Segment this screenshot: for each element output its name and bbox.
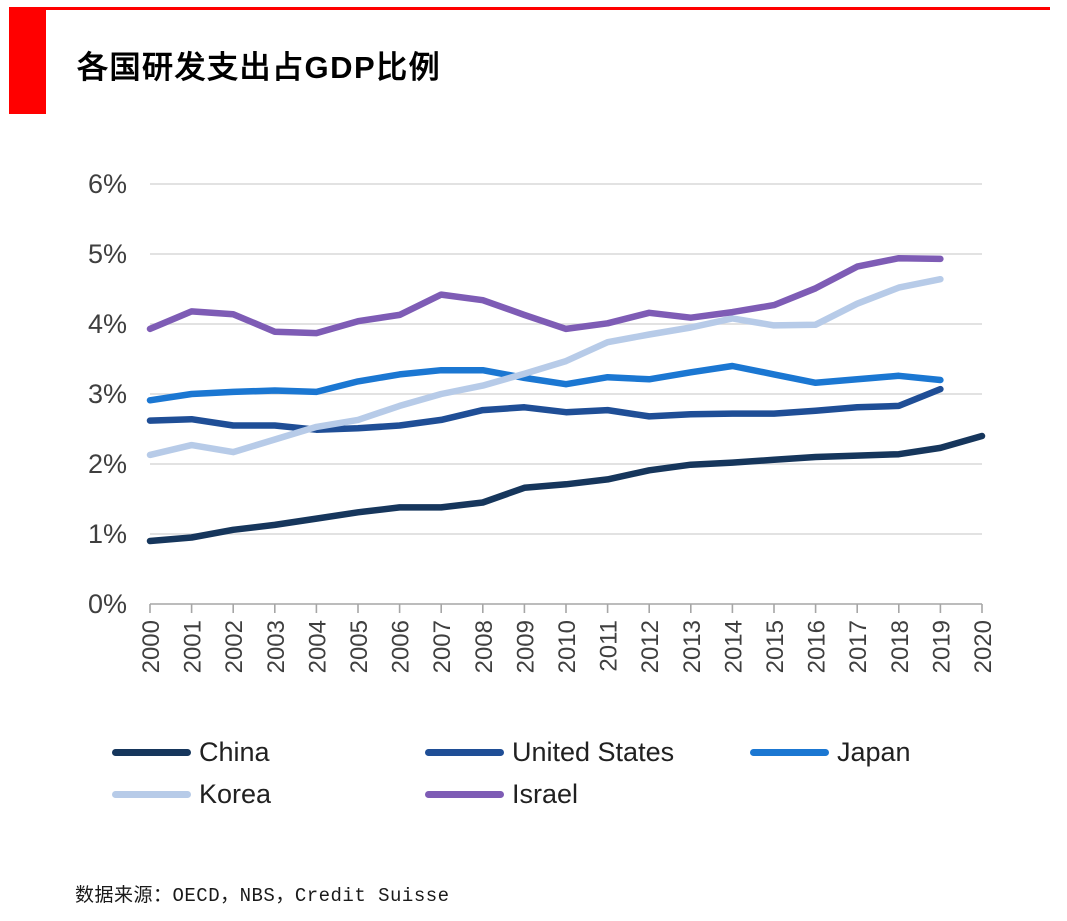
series-line-japan xyxy=(146,362,944,404)
y-tick-label: 6% xyxy=(88,169,127,199)
legend-label: China xyxy=(199,736,270,767)
x-tick-label: 2002 xyxy=(221,620,248,673)
legend-label: Israel xyxy=(512,778,579,809)
legend-swatch xyxy=(425,748,504,756)
x-tick-label: 2001 xyxy=(180,620,207,673)
legend-item-china: China xyxy=(112,736,270,768)
x-tick-label: 2012 xyxy=(637,620,664,673)
y-tick-label: 3% xyxy=(88,379,127,409)
chart-title: 各国研发支出占GDP比例 xyxy=(77,50,442,85)
x-tick-label: 2015 xyxy=(762,620,789,673)
x-tick-label: 2014 xyxy=(720,620,747,673)
y-tick-label: 5% xyxy=(88,239,127,269)
x-tick-label: 2011 xyxy=(596,620,623,672)
y-tick-label: 0% xyxy=(88,589,127,619)
rd-spending-line-chart: 0% 1% 2% 3% 4% 5% 6% 2000 2001 2002 2003 2004 2005 20… xyxy=(88,169,997,673)
legend-swatch xyxy=(112,748,191,756)
x-tick-label: 2005 xyxy=(346,620,373,673)
x-tick-label: 2004 xyxy=(304,620,331,673)
x-tick-label: 2016 xyxy=(804,620,831,673)
legend-item-japan: Japan xyxy=(750,736,911,768)
y-tick-label: 2% xyxy=(88,449,127,479)
data-source-note: 数据来源：OECD，NBS，Credit Suisse xyxy=(75,885,450,907)
x-tick-label: 2013 xyxy=(679,620,706,673)
legend-item-united-states: United States xyxy=(425,736,674,768)
x-tick-label: 2019 xyxy=(928,620,955,673)
legend-swatch xyxy=(750,748,829,756)
x-tick-label: 2008 xyxy=(471,620,498,673)
legend-item-israel: Israel xyxy=(425,778,578,810)
legend-label: United States xyxy=(512,736,675,767)
series-line-korea xyxy=(146,275,944,459)
x-tick-label: 2007 xyxy=(429,620,456,673)
x-tick-label: 2020 xyxy=(970,620,997,673)
legend-label: Japan xyxy=(837,736,911,767)
legend-label: Korea xyxy=(199,778,272,809)
y-tick-label: 1% xyxy=(88,519,127,549)
x-tick-label: 2018 xyxy=(887,620,914,673)
x-tick-label: 2009 xyxy=(512,620,539,673)
legend-item-korea: Korea xyxy=(112,778,271,810)
x-tick-label: 2017 xyxy=(845,620,872,673)
series-line-israel xyxy=(146,254,944,337)
x-tick-label: 2006 xyxy=(388,620,415,673)
x-tick-label: 2010 xyxy=(554,620,581,673)
red-accent-bar xyxy=(9,7,46,114)
series-line-united-states xyxy=(146,385,944,433)
legend-swatch xyxy=(112,790,191,798)
x-tick-label: 2003 xyxy=(263,620,290,673)
series-line-china xyxy=(146,432,986,545)
x-tick-label: 2000 xyxy=(138,620,165,673)
legend-swatch xyxy=(425,790,504,798)
y-tick-label: 4% xyxy=(88,309,127,339)
red-top-rule xyxy=(46,7,1050,10)
